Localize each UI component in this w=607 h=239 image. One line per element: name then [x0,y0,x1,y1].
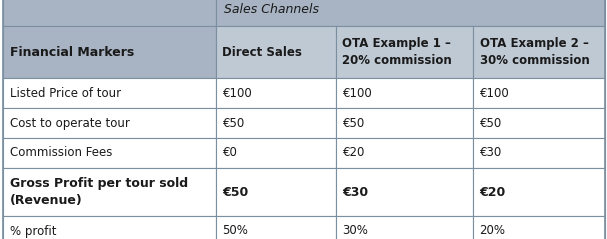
Text: Financial Markers: Financial Markers [10,45,135,59]
Text: €100: €100 [480,87,509,99]
Text: Commission Fees: Commission Fees [10,147,112,159]
Text: 20%: 20% [480,224,506,238]
Text: Listed Price of tour: Listed Price of tour [10,87,121,99]
Bar [215,0,605,26]
Bar [472,78,605,108]
Text: €30: €30 [480,147,502,159]
Bar [2,108,215,138]
Bar [215,168,336,216]
Bar [472,108,605,138]
Text: OTA Example 1 –
20% commission: OTA Example 1 – 20% commission [342,37,452,67]
Text: €50: €50 [342,116,365,130]
Text: €50: €50 [223,185,249,199]
Bar [2,168,215,216]
Bar [472,26,605,78]
Bar [215,216,336,239]
Bar [215,138,336,168]
Bar [215,108,336,138]
Text: €50: €50 [480,116,502,130]
Text: €20: €20 [342,147,365,159]
Bar [2,216,215,239]
Bar [2,78,215,108]
Text: % profit: % profit [10,224,56,238]
Bar [336,138,472,168]
Text: Gross Profit per tour sold
(Revenue): Gross Profit per tour sold (Revenue) [10,177,188,207]
Bar [336,26,472,78]
Text: €100: €100 [223,87,253,99]
Text: Cost to operate tour: Cost to operate tour [10,116,129,130]
Bar [336,78,472,108]
Text: €20: €20 [480,185,506,199]
Text: Direct Sales: Direct Sales [223,45,302,59]
Bar [336,216,472,239]
Text: OTA Example 2 –
30% commission: OTA Example 2 – 30% commission [480,37,589,67]
Bar [215,26,336,78]
Bar [2,138,215,168]
Text: Sales Channels: Sales Channels [223,3,319,16]
Bar [2,0,215,26]
Text: 30%: 30% [342,224,368,238]
Bar [472,138,605,168]
Text: €50: €50 [223,116,245,130]
Bar [215,78,336,108]
Bar [336,108,472,138]
Bar [472,168,605,216]
Text: €0: €0 [223,147,237,159]
Bar [472,216,605,239]
Bar [2,26,215,78]
Bar [336,168,472,216]
Text: 50%: 50% [223,224,248,238]
Text: €100: €100 [342,87,372,99]
Text: €30: €30 [342,185,368,199]
